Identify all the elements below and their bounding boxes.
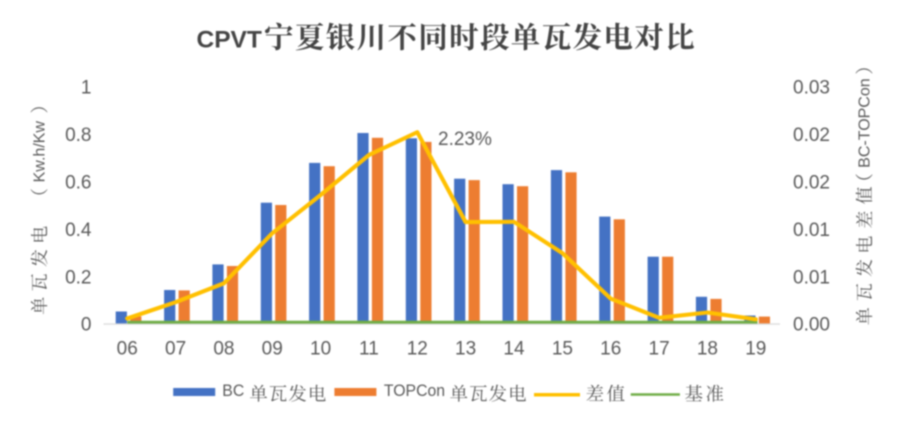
svg-text:06: 06 xyxy=(117,339,138,360)
svg-text:19: 19 xyxy=(745,339,766,360)
svg-text:0.01: 0.01 xyxy=(793,220,830,241)
svg-text:CPVT: CPVT xyxy=(197,26,262,53)
svg-text:0.00: 0.00 xyxy=(793,315,830,336)
svg-text:1: 1 xyxy=(81,78,92,99)
svg-text:TOPCon: TOPCon xyxy=(384,382,445,401)
svg-text:07: 07 xyxy=(165,339,186,360)
svg-text:0.01: 0.01 xyxy=(793,267,830,288)
svg-text:0.6: 0.6 xyxy=(65,173,91,194)
svg-text:0.03: 0.03 xyxy=(793,78,830,99)
svg-text:09: 09 xyxy=(262,339,283,360)
svg-text:0: 0 xyxy=(81,315,92,336)
svg-text:0.02: 0.02 xyxy=(793,173,830,194)
svg-text:0.2: 0.2 xyxy=(65,267,91,288)
svg-text:12: 12 xyxy=(407,339,428,360)
svg-text:0.4: 0.4 xyxy=(65,220,92,241)
svg-text:Kw.h/Kw: Kw.h/Kw xyxy=(32,121,49,183)
svg-text:15: 15 xyxy=(552,339,573,360)
svg-text:2.23%: 2.23% xyxy=(438,129,492,150)
svg-text:0.8: 0.8 xyxy=(65,125,91,146)
svg-text:18: 18 xyxy=(697,339,718,360)
svg-text:13: 13 xyxy=(455,339,476,360)
svg-text:08: 08 xyxy=(213,339,234,360)
svg-text:17: 17 xyxy=(649,339,670,360)
svg-text:0.02: 0.02 xyxy=(793,125,830,146)
svg-text:BC: BC xyxy=(222,382,244,401)
svg-text:11: 11 xyxy=(359,339,379,360)
svg-text:10: 10 xyxy=(310,339,331,360)
svg-text:BC-TOPCon: BC-TOPCon xyxy=(857,78,874,168)
svg-text:14: 14 xyxy=(503,339,525,360)
svg-text:16: 16 xyxy=(600,339,621,360)
